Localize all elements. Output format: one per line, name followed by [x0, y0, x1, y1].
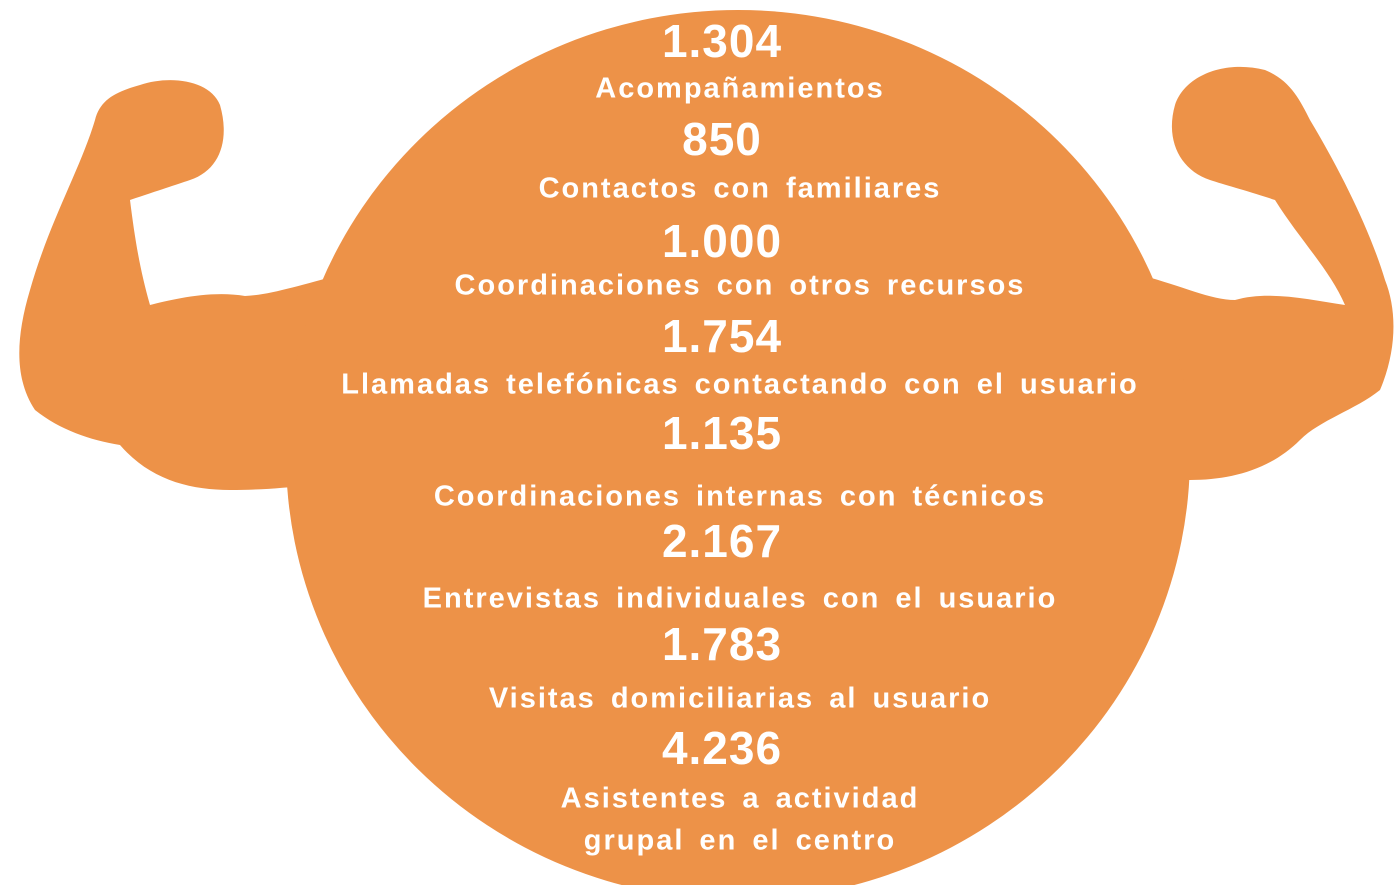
stat-value: 1.783 [662, 618, 782, 670]
stat-value: 850 [682, 113, 762, 165]
right-arm [1140, 66, 1394, 480]
stat-label: Contactos con familiares [539, 173, 942, 205]
flexed-arms [19, 10, 1394, 885]
stat-label: Acompañamientos [595, 73, 884, 105]
circle [286, 10, 1190, 885]
stat-label: grupal en el centro [584, 825, 896, 857]
stat-value: 1.000 [662, 215, 782, 267]
stat-label: Entrevistas individuales con el usuario [423, 583, 1058, 615]
stat-value: 4.236 [662, 722, 782, 774]
left-arm [19, 80, 341, 491]
stat-label: Llamadas telefónicas contactando con el … [341, 369, 1138, 401]
stat-label: Asistentes a actividad [561, 783, 920, 815]
stat-value: 1.754 [662, 310, 782, 362]
stat-value: 1.135 [662, 407, 782, 459]
stat-value: 2.167 [662, 515, 782, 567]
stat-value: 1.304 [662, 15, 782, 67]
stat-label: Visitas domiciliarias al usuario [489, 683, 991, 715]
stat-label: Coordinaciones con otros recursos [455, 270, 1026, 302]
stat-label: Coordinaciones internas con técnicos [434, 481, 1046, 513]
